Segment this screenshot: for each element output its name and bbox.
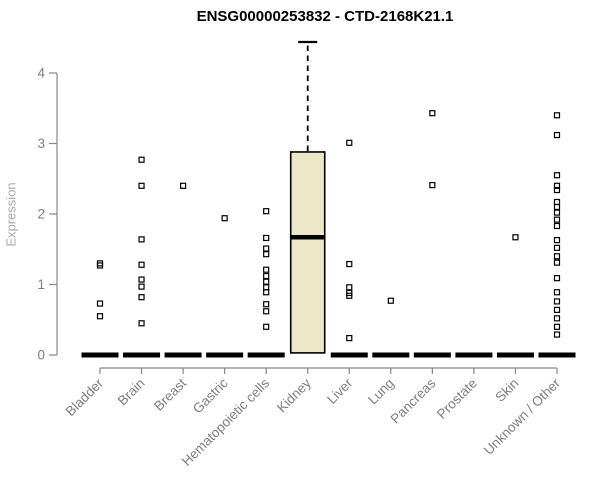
y-axis-label: Expression xyxy=(3,182,19,247)
outlier-point xyxy=(263,245,270,252)
outlier-point xyxy=(553,331,561,338)
outlier-point xyxy=(263,284,270,291)
outlier-point xyxy=(179,182,187,189)
outlier-point xyxy=(429,181,436,189)
collapsed-box-0 xyxy=(81,352,119,358)
collapsed-box-6 xyxy=(330,352,368,358)
outlier-point xyxy=(263,301,270,308)
outlier-point xyxy=(512,234,519,241)
collapsed-box-11 xyxy=(538,352,576,358)
outlier-point xyxy=(346,334,353,342)
outlier-point xyxy=(553,298,561,305)
outlier-point xyxy=(263,323,270,330)
outlier-point xyxy=(553,323,561,330)
outlier-point xyxy=(138,182,145,189)
x-category-label: Gastric xyxy=(190,375,231,416)
outlier-point xyxy=(553,259,561,266)
x-category-label: Pancreas xyxy=(388,375,439,426)
x-category-label: Prostate xyxy=(434,376,480,422)
outlier-point xyxy=(553,275,561,282)
outlier-point xyxy=(96,262,104,269)
collapsed-box-9 xyxy=(455,352,493,358)
outlier-point xyxy=(553,172,561,179)
collapsed-box-7 xyxy=(372,352,410,358)
outlier-point xyxy=(553,222,561,230)
outlier-point xyxy=(96,313,104,320)
x-category-label: Liver xyxy=(324,375,356,407)
outlier-point xyxy=(263,251,270,258)
collapsed-box-3 xyxy=(206,352,244,358)
outlier-point xyxy=(263,289,270,296)
outlier-point xyxy=(553,216,561,223)
outlier-point xyxy=(138,276,145,283)
outlier-point xyxy=(553,112,561,119)
outlier-point xyxy=(138,261,145,268)
outlier-point xyxy=(346,292,353,299)
outlier-point xyxy=(263,308,270,315)
outlier-point xyxy=(553,209,561,216)
outlier-point xyxy=(263,278,270,285)
outlier-point xyxy=(138,156,145,163)
outlier-point xyxy=(553,253,561,260)
outlier-point xyxy=(221,215,228,222)
x-category-label: Lung xyxy=(365,376,397,408)
outlier-point xyxy=(553,198,561,206)
outlier-point xyxy=(553,203,561,211)
collapsed-box-10 xyxy=(496,352,534,358)
x-category-label: Kidney xyxy=(274,375,314,415)
outlier-point xyxy=(263,266,270,273)
y-tick-label: 4 xyxy=(37,66,45,81)
outlier-point xyxy=(138,236,145,243)
collapsed-box-1 xyxy=(123,352,161,358)
x-category-label: Bladder xyxy=(63,375,107,419)
outlier-point xyxy=(553,182,561,189)
outlier-point xyxy=(346,260,353,268)
outlier-point xyxy=(553,289,561,296)
x-category-label: Unknown / Other xyxy=(481,375,564,458)
outlier-point xyxy=(96,300,104,307)
outlier-point xyxy=(553,306,561,313)
x-category-label: Skin xyxy=(492,376,521,405)
collapsed-box-2 xyxy=(164,352,202,358)
chart-title: ENSG00000253832 - CTD-2168K21.1 xyxy=(196,8,454,25)
y-tick-label: 1 xyxy=(37,277,45,292)
outlier-point xyxy=(346,139,353,146)
outlier-point xyxy=(346,284,353,291)
box-5 xyxy=(289,151,326,354)
outlier-point xyxy=(138,320,145,327)
x-category-label: Breast xyxy=(151,375,189,413)
collapsed-box-8 xyxy=(413,352,451,358)
outlier-point xyxy=(138,283,145,290)
collapsed-box-4 xyxy=(247,352,285,358)
outlier-point xyxy=(263,272,270,280)
y-tick-label: 3 xyxy=(37,136,45,151)
outlier-point xyxy=(553,131,561,139)
outlier-point xyxy=(263,234,270,242)
y-tick-label: 0 xyxy=(37,348,45,363)
y-tick-label: 2 xyxy=(37,207,45,222)
outlier-point xyxy=(553,244,561,251)
outlier-point xyxy=(138,294,145,301)
outlier-point xyxy=(387,297,394,304)
outlier-point xyxy=(553,236,561,244)
x-category-label: Brain xyxy=(115,376,148,409)
outlier-point xyxy=(429,110,436,117)
outlier-point xyxy=(553,315,561,322)
outlier-point xyxy=(263,208,270,215)
outlier-point xyxy=(553,186,561,194)
